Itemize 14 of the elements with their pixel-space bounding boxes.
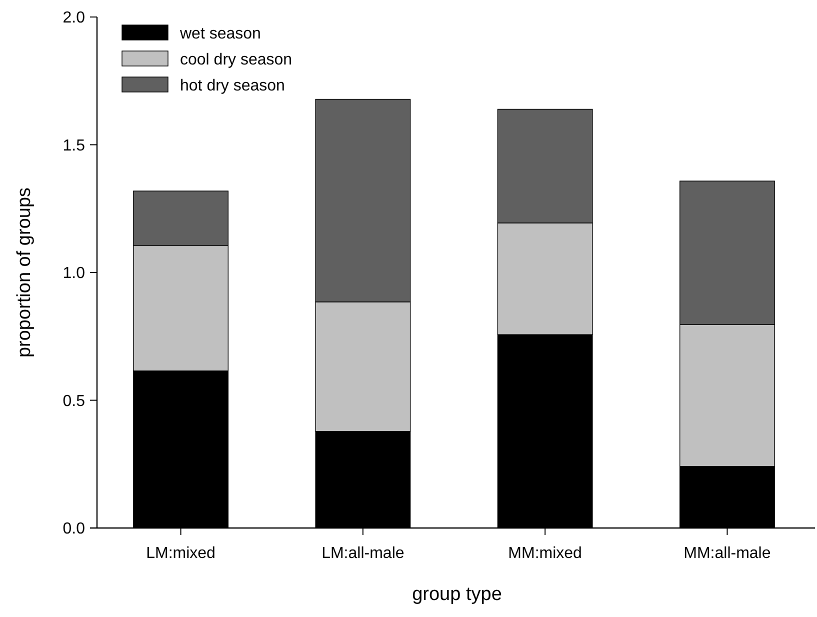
x-tick-label: MM:all-male (684, 545, 771, 562)
legend-label: wet season (179, 26, 261, 43)
y-tick-label: 1.0 (62, 265, 86, 282)
legend-label: hot dry season (180, 78, 285, 95)
x-tick-label: LM:all-male (322, 545, 404, 562)
x-axis-title: group type (412, 584, 502, 605)
x-tick-label: MM:mixed (508, 545, 582, 562)
y-tick-label: 2.0 (62, 10, 86, 27)
y-tick-label: 0.5 (62, 392, 86, 410)
x-tick-label: LM:mixed (146, 545, 216, 562)
y-axis-title: proportion of groups (14, 187, 35, 358)
legend-label: cool dry season (180, 52, 292, 69)
y-tick-label: 1.5 (62, 137, 86, 154)
y-tick-label: 0.0 (62, 520, 86, 538)
